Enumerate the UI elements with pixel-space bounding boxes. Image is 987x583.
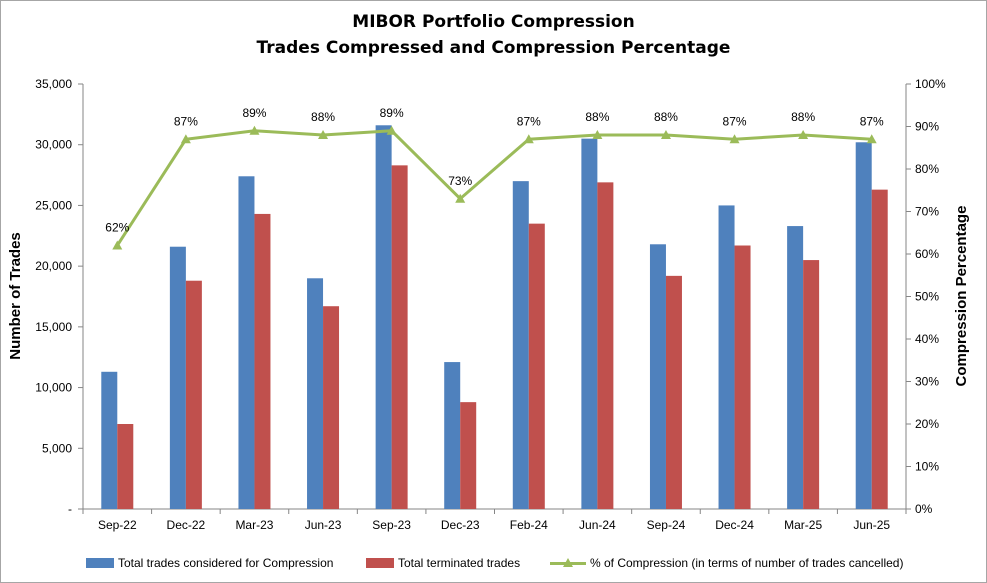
compression-point [798,130,809,139]
y-tick-label: 5,000 [42,441,72,455]
y2-tick-label: 20% [915,417,939,431]
bar-total-trades [444,362,461,509]
bar-total-trades [101,371,118,509]
legend-item-compression-pct: % of Compression (in terms of number of … [550,554,903,572]
compression-point [866,134,877,144]
legend-swatch-compression-pct [550,558,586,568]
x-tick-label: Dec-22 [167,518,206,532]
chart-subtitle: Trades Compressed and Compression Percen… [256,38,731,58]
x-tick-label: Sep-22 [98,518,137,532]
y2-tick-label: 0% [915,502,933,516]
bar-terminated-trades [323,306,340,509]
compression-point [592,130,603,139]
compression-data-label: 87% [174,114,198,128]
compression-point [249,125,260,135]
x-tick-label: Jun-23 [305,518,342,532]
x-tick-label: Sep-23 [372,518,411,532]
bar-total-trades [581,138,598,509]
x-tick-label: Dec-23 [441,518,480,532]
bar-total-trades [512,181,529,509]
legend-swatch-total-trades [86,558,114,568]
y-tick-label: 10,000 [35,381,72,395]
bar-total-trades [718,205,735,509]
compression-data-label: 88% [654,110,678,124]
bar-terminated-trades [528,223,545,509]
compression-data-label: 87% [517,114,541,128]
compression-data-label: 88% [311,110,335,124]
x-tick-label: Sep-24 [647,518,686,532]
bar-terminated-trades [665,275,682,509]
y2-tick-label: 10% [915,460,939,474]
x-tick-label: Jun-24 [579,518,616,532]
compression-point [112,240,123,250]
compression-data-label: 62% [105,221,129,235]
bar-total-trades [375,125,392,510]
y-tick-label: 15,000 [35,320,72,334]
bar-terminated-trades [803,260,820,509]
bar-total-trades [169,246,186,509]
compression-data-label: 88% [791,110,815,124]
y2-tick-label: 50% [915,290,939,304]
bar-total-trades [649,244,666,510]
compression-point [386,125,397,135]
y2-tick-label: 60% [915,247,939,261]
legend: Total trades considered for Compression … [0,554,987,572]
y-tick-label: 25,000 [35,198,72,212]
bar-terminated-trades [871,189,888,509]
compression-data-label: 87% [723,114,747,128]
bar-terminated-trades [460,402,477,509]
x-tick-label: Jun-25 [853,518,890,532]
bar-terminated-trades [117,424,134,509]
bar-terminated-trades [734,245,751,509]
compression-point [180,134,191,144]
bar-total-trades [787,226,804,510]
compression-data-label: 88% [585,110,609,124]
y2-tick-label: 40% [915,332,939,346]
compression-line: 62% 87% 89% 88% 89% 73% 87% 88% 88% 87% 88% 87% [105,106,884,250]
bar-terminated-trades [185,280,202,509]
compression-point [318,130,329,139]
bar-terminated-trades [254,213,271,509]
y-tick-label: 30,000 [35,138,72,152]
bar-terminated-trades [391,165,408,509]
bar-terminated-trades [597,182,614,509]
bars [101,125,888,510]
compression-point [729,134,740,144]
legend-swatch-terminated-trades [366,558,394,568]
y-tick-label: 20,000 [35,259,72,273]
legend-label-compression-pct: % of Compression (in terms of number of … [590,556,904,570]
legend-label-terminated-trades: Total terminated trades [398,556,521,570]
y-tick-label: - [68,502,72,516]
y-axis-title: Number of Trades [7,232,24,360]
x-tick-label: Mar-25 [784,518,822,532]
y2-tick-label: 70% [915,205,939,219]
compression-data-label: 89% [380,106,404,120]
y2-axis-title: Compression Percentage [953,206,970,387]
chart-title: MIBOR Portfolio Compression [352,12,635,32]
y2-tick-label: 100% [915,77,946,91]
compression-line-path [116,129,872,247]
compression-data-label: 89% [242,106,266,120]
x-tick-label: Dec-24 [715,518,754,532]
y2-tick-label: 80% [915,162,939,176]
x-tick-label: Mar-23 [235,518,273,532]
compression-point [660,130,671,139]
compression-point [523,134,534,144]
y2-tick-label: 30% [915,375,939,389]
compression-data-label: 73% [448,174,472,188]
compression-point [455,193,466,203]
bar-total-trades [238,176,255,510]
legend-label-total-trades: Total trades considered for Compression [118,556,334,570]
legend-item-terminated-trades: Total terminated trades [366,554,520,572]
y-tick-label: 35,000 [35,77,72,91]
x-tick-label: Feb-24 [510,518,548,532]
compression-data-label: 87% [860,114,884,128]
bar-total-trades [307,278,324,509]
bar-total-trades [855,142,872,510]
axes: - 5,000 10,000 15,000 20,000 25,000 30,000 35,0… [35,77,946,532]
y2-tick-label: 90% [915,120,939,134]
legend-item-total-trades: Total trades considered for Compression [86,554,333,572]
